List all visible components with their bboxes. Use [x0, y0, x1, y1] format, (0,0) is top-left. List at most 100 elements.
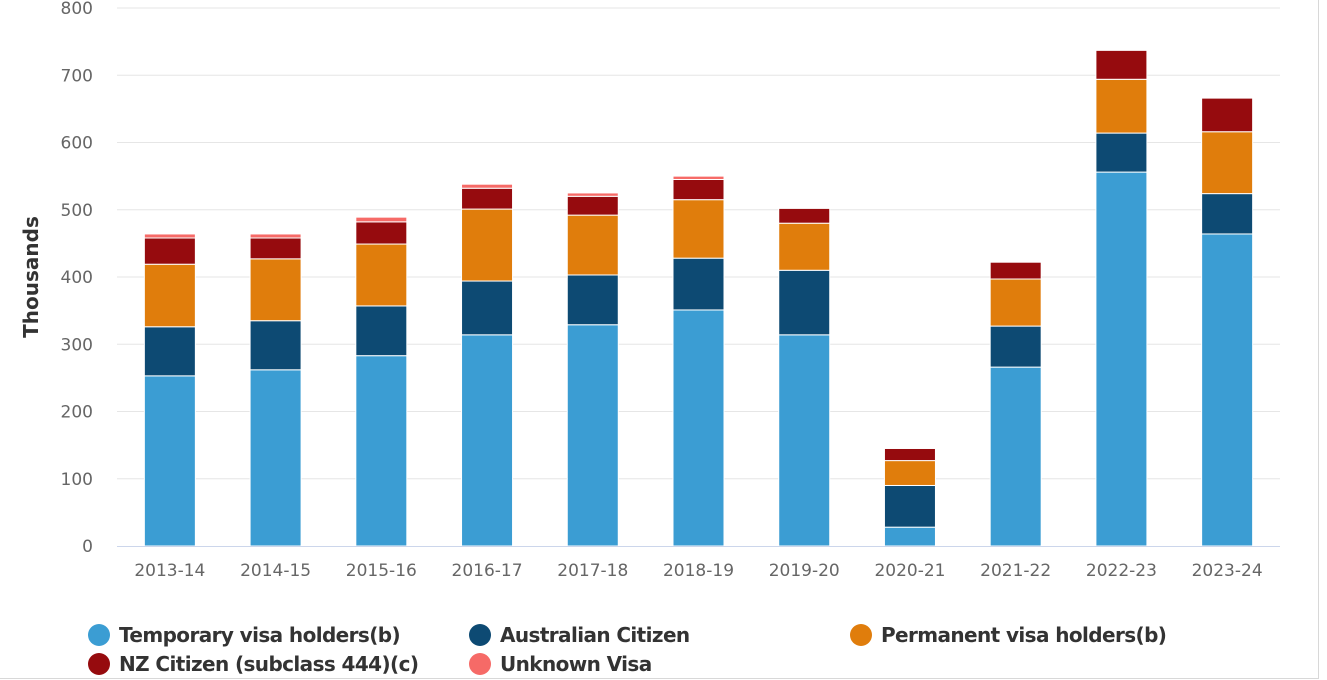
bar-segment[interactable] — [989, 366, 1042, 547]
bar-segment[interactable] — [566, 192, 619, 197]
bar-segment[interactable] — [1095, 49, 1148, 80]
bar-segment[interactable] — [989, 278, 1042, 327]
bar-segment[interactable] — [143, 233, 196, 239]
bar-segment[interactable] — [989, 261, 1042, 280]
legend-label: Permanent visa holders(b) — [881, 623, 1167, 647]
bar-stack-2022-23 — [1095, 49, 1148, 547]
bar-segment[interactable] — [249, 369, 302, 547]
bar-segment[interactable] — [672, 175, 725, 180]
bar-segment[interactable] — [778, 222, 831, 271]
bar-segment[interactable] — [249, 233, 302, 239]
y-tick-label: 300 — [61, 335, 93, 355]
legend: Temporary visa holders(b) Australian Cit… — [88, 622, 1228, 678]
bar-segment[interactable] — [355, 243, 408, 307]
bar-segment[interactable] — [566, 195, 619, 216]
y-tick-label: 600 — [61, 134, 93, 154]
bar-stack-2018-19 — [672, 175, 725, 547]
bar-segment[interactable] — [883, 447, 936, 462]
bar-stack-2021-22 — [989, 261, 1042, 547]
x-tick-label: 2015-16 — [346, 561, 417, 581]
y-tick-label: 500 — [61, 201, 93, 221]
bar-segment[interactable] — [883, 526, 936, 547]
bar-segment[interactable] — [143, 263, 196, 328]
bar-segment[interactable] — [249, 258, 302, 322]
bar-segment[interactable] — [778, 269, 831, 336]
bar-segment[interactable] — [672, 309, 725, 547]
y-tick-label: 800 — [61, 0, 93, 19]
x-tick-label: 2021-22 — [980, 561, 1051, 581]
legend-dot-icon — [850, 624, 872, 646]
bar-stack-2013-14 — [143, 233, 196, 547]
y-tick-label: 400 — [61, 268, 93, 288]
bar-segment[interactable] — [566, 214, 619, 276]
bar-segment[interactable] — [355, 305, 408, 357]
bar-segment[interactable] — [143, 375, 196, 547]
bar-stack-2023-24 — [1201, 97, 1254, 547]
x-tick-label: 2016-17 — [452, 561, 523, 581]
bar-segment[interactable] — [461, 183, 514, 189]
legend-label: NZ Citizen (subclass 444)(c) — [119, 652, 419, 676]
bar-segment[interactable] — [249, 320, 302, 371]
y-axis-label: Thousands — [19, 216, 43, 338]
x-tick-label: 2020-21 — [874, 561, 945, 581]
stacked-bar-chart: 0 100 200 300 400 500 600 700 800 2013-14 2014-15… — [19, 0, 1280, 581]
bar-segment[interactable] — [566, 274, 619, 326]
y-tick-label: 700 — [61, 66, 93, 86]
legend-item-temporary-visa[interactable]: Temporary visa holders(b) — [88, 622, 401, 648]
legend-item-permanent-visa[interactable]: Permanent visa holders(b) — [850, 622, 1167, 648]
legend-dot-icon — [88, 624, 110, 646]
x-tick-label: 2017-18 — [557, 561, 628, 581]
bar-segment[interactable] — [1201, 131, 1254, 195]
x-tick-label: 2023-24 — [1192, 561, 1263, 581]
bar-segment[interactable] — [461, 187, 514, 210]
legend-label: Australian Citizen — [500, 623, 690, 647]
y-tick-label: 100 — [61, 470, 93, 490]
bar-segment[interactable] — [143, 237, 196, 265]
bar-segment[interactable] — [1201, 233, 1254, 547]
bar-segment[interactable] — [672, 178, 725, 201]
bar-segment[interactable] — [143, 326, 196, 377]
legend-dot-icon — [88, 653, 110, 675]
legend-label: Temporary visa holders(b) — [119, 623, 401, 647]
bar-segment[interactable] — [1201, 193, 1254, 235]
bar-segment[interactable] — [355, 216, 408, 223]
bar-segment[interactable] — [1095, 132, 1148, 173]
bar-segment[interactable] — [778, 334, 831, 547]
bar-segment[interactable] — [1201, 97, 1254, 133]
bar-stack-2016-17 — [461, 183, 514, 547]
bar-segment[interactable] — [989, 325, 1042, 368]
bar-segment[interactable] — [778, 207, 831, 224]
bar-stack-2015-16 — [355, 216, 408, 547]
bar-segment[interactable] — [672, 257, 725, 311]
x-tick-label: 2022-23 — [1086, 561, 1157, 581]
x-tick-label: 2019-20 — [769, 561, 840, 581]
bar-segment[interactable] — [355, 355, 408, 547]
bar-segment[interactable] — [461, 208, 514, 282]
legend-label: Unknown Visa — [500, 652, 652, 676]
bars — [143, 49, 1254, 547]
bar-stack-2020-21 — [883, 447, 936, 547]
x-tick-label: 2014-15 — [240, 561, 311, 581]
legend-dot-icon — [469, 624, 491, 646]
bar-stack-2019-20 — [778, 207, 831, 547]
bar-segment[interactable] — [461, 334, 514, 547]
bar-segment[interactable] — [461, 280, 514, 336]
legend-item-nz-citizen[interactable]: NZ Citizen (subclass 444)(c) — [88, 651, 419, 677]
legend-item-australian-citizen[interactable]: Australian Citizen — [469, 622, 690, 648]
y-tick-label: 0 — [82, 537, 93, 557]
bar-segment[interactable] — [672, 199, 725, 259]
x-tick-label: 2013-14 — [134, 561, 205, 581]
bar-segment[interactable] — [355, 221, 408, 245]
bar-stack-2017-18 — [566, 192, 619, 547]
bar-segment[interactable] — [566, 324, 619, 547]
y-tick-label: 200 — [61, 403, 93, 423]
x-tick-label: 2018-19 — [663, 561, 734, 581]
y-axis-ticks: 0 100 200 300 400 500 600 700 800 — [61, 0, 93, 557]
bar-segment[interactable] — [249, 237, 302, 260]
bar-segment[interactable] — [883, 460, 936, 486]
bar-segment[interactable] — [1095, 171, 1148, 547]
bar-segment[interactable] — [1095, 78, 1148, 134]
bar-segment[interactable] — [883, 484, 936, 528]
legend-item-unknown-visa[interactable]: Unknown Visa — [469, 651, 652, 677]
